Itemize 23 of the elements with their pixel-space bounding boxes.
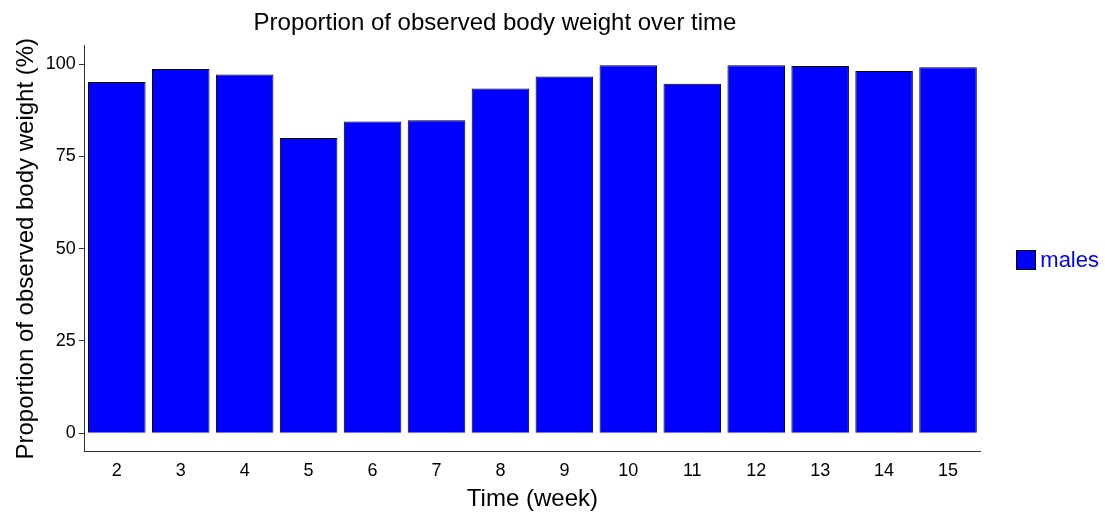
x-tick-label: 3 [175,460,186,481]
x-tick-label: 4 [239,460,250,481]
x-tick-label: 12 [746,460,767,481]
x-tick-label: 14 [874,460,895,481]
y-tick-label: 25 [55,329,76,350]
x-tick-label: 9 [559,460,570,481]
y-tick-label: 50 [55,237,76,258]
x-tick-label: 5 [303,460,314,481]
y-tick-label: 100 [45,53,76,74]
x-tick-label: 7 [431,460,442,481]
chart-title: Proportion of observed body weight over time [253,8,737,36]
x-axis-title: Time (week) [466,484,598,512]
y-axis-title: Proportion of observed body weight (%) [11,37,39,460]
text: males [1040,246,1099,273]
y-tick-label: 75 [55,145,76,166]
x-tick-label: 2 [111,460,122,481]
x-tick-label: 8 [495,460,506,481]
x-tick-label: 10 [618,460,639,481]
x-tick-label: 15 [938,460,959,481]
x-tick-label: 11 [682,460,702,481]
x-tick-label: 13 [810,460,831,481]
x-tick-label: 6 [367,460,378,481]
y-tick-label: 0 [65,422,76,443]
